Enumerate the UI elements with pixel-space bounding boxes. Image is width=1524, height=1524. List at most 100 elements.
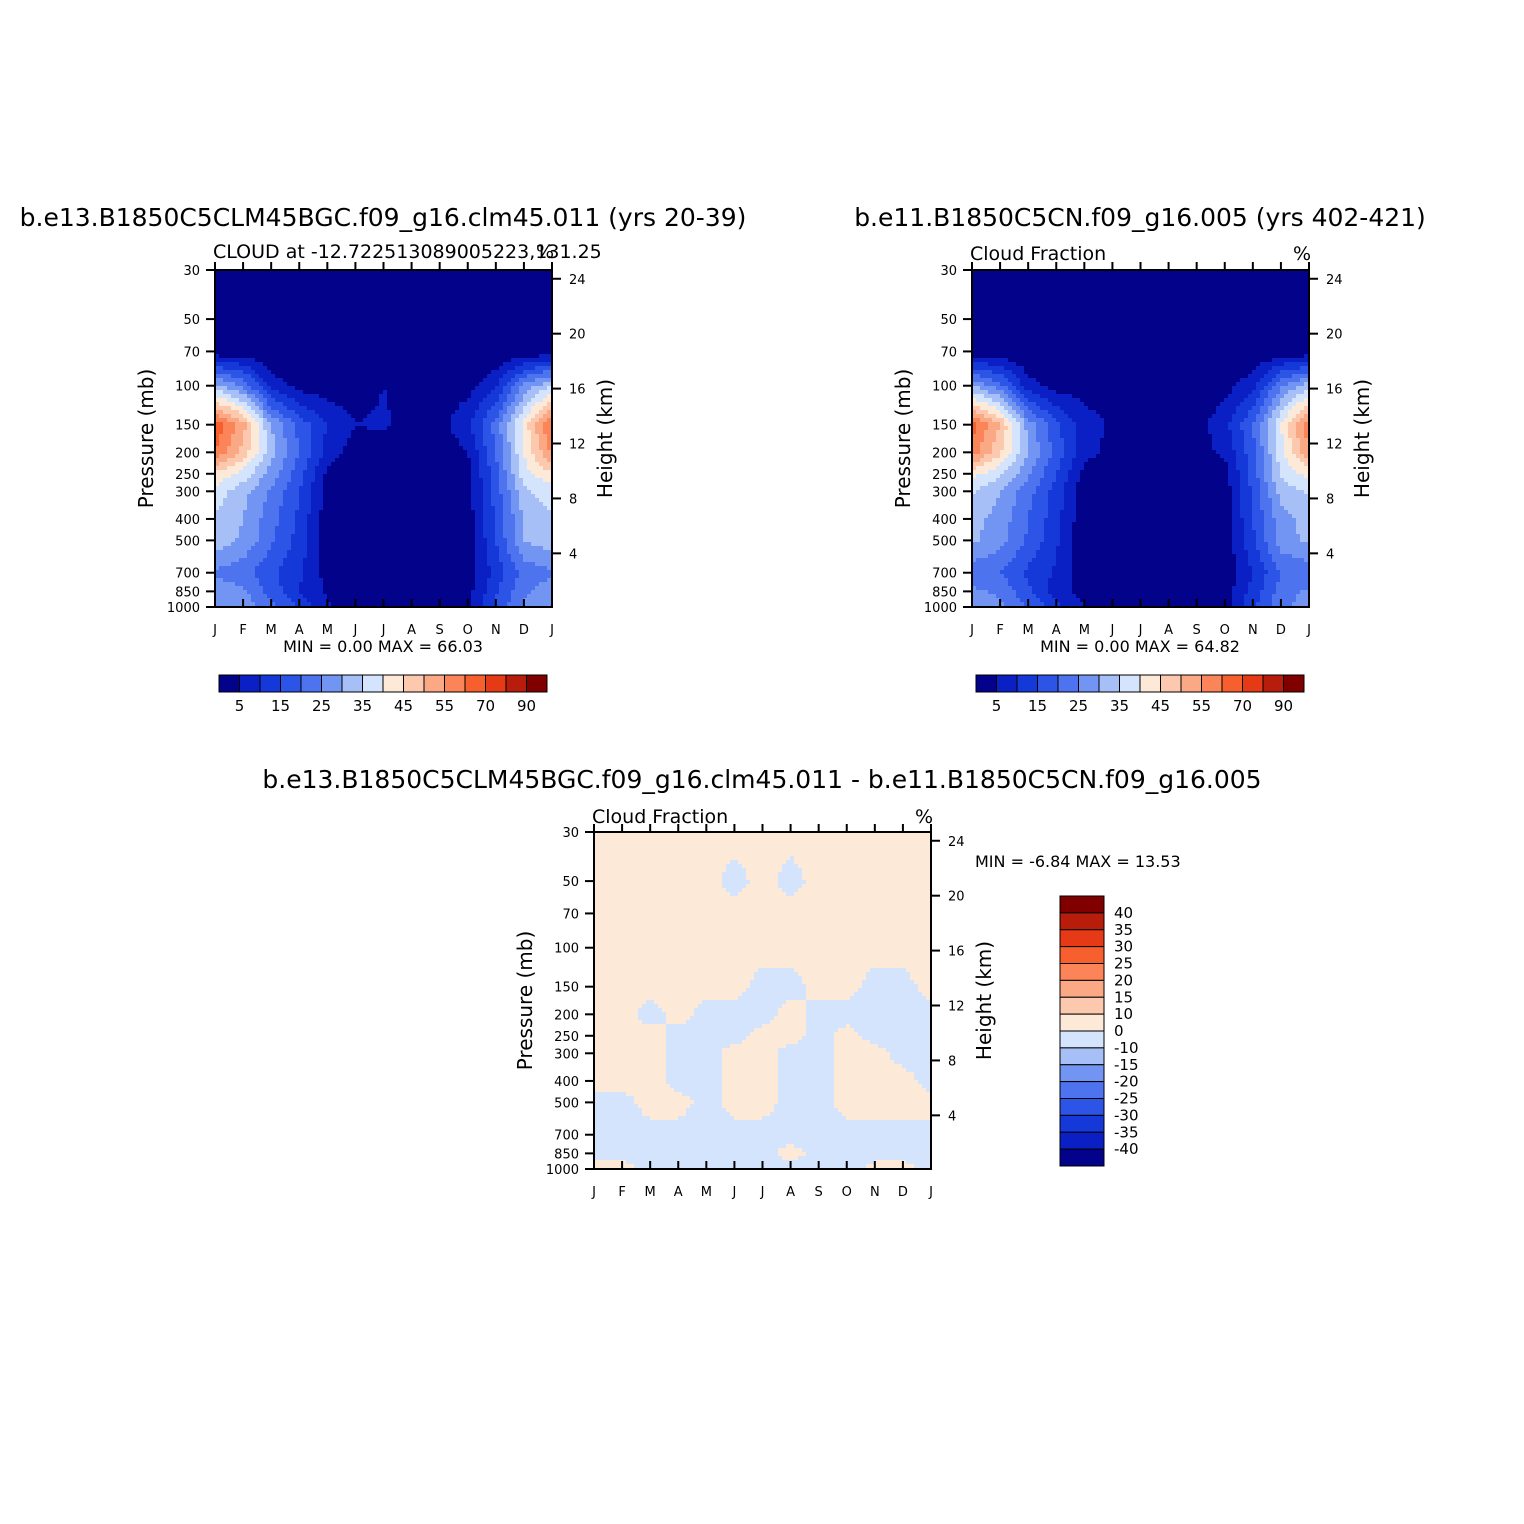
heatmap-cell xyxy=(499,382,504,387)
heatmap-cell xyxy=(291,406,296,411)
heatmap-cell xyxy=(311,310,316,315)
heatmap-cell xyxy=(519,334,524,339)
heatmap-cell xyxy=(411,458,416,463)
heatmap-cell xyxy=(467,402,472,407)
heatmap-cell xyxy=(287,374,292,379)
heatmap-cell xyxy=(547,454,552,459)
heatmap-cell xyxy=(287,326,292,331)
heatmap-cell xyxy=(479,290,484,295)
heatmap-cell xyxy=(431,370,436,375)
heatmap-cell xyxy=(275,462,280,467)
heatmap-cell xyxy=(271,466,276,471)
heatmap-cell xyxy=(331,498,336,503)
heatmap-cell xyxy=(295,314,300,319)
heatmap-cell xyxy=(487,466,492,471)
heatmap-cell xyxy=(495,402,500,407)
heatmap-cell xyxy=(323,318,328,323)
heatmap-cell xyxy=(255,482,260,487)
heatmap-cell xyxy=(443,314,448,319)
heatmap-cell xyxy=(287,454,292,459)
heatmap-cell xyxy=(239,314,244,319)
heatmap-cell xyxy=(359,478,364,483)
heatmap-cell xyxy=(443,426,448,431)
heatmap-cell xyxy=(471,390,476,395)
heatmap-cell xyxy=(415,358,420,363)
heatmap-cell xyxy=(543,402,548,407)
heatmap-cell xyxy=(427,378,432,383)
heatmap-cell xyxy=(347,326,352,331)
heatmap-cell xyxy=(543,442,548,447)
heatmap-cell xyxy=(347,350,352,355)
heatmap-cell xyxy=(395,390,400,395)
heatmap-cell xyxy=(363,442,368,447)
heatmap-cell xyxy=(463,314,468,319)
heatmap-cell xyxy=(403,474,408,479)
heatmap-cell xyxy=(439,434,444,439)
heatmap-cell xyxy=(223,334,228,339)
heatmap-cell xyxy=(535,422,540,427)
heatmap-cell xyxy=(427,442,432,447)
heatmap-cell xyxy=(475,482,480,487)
heatmap-cell xyxy=(411,282,416,287)
heatmap-cell xyxy=(435,466,440,471)
heatmap-cell xyxy=(515,450,520,455)
heatmap-cell xyxy=(227,310,232,315)
heatmap-cell xyxy=(455,374,460,379)
heatmap-cell xyxy=(467,362,472,367)
heatmap-cell xyxy=(487,326,492,331)
heatmap-cell xyxy=(367,370,372,375)
heatmap-cell xyxy=(463,438,468,443)
heatmap-cell xyxy=(379,470,384,475)
heatmap-cell xyxy=(287,486,292,491)
heatmap-cell xyxy=(315,430,320,435)
heatmap-cell xyxy=(335,370,340,375)
heatmap-cell xyxy=(483,362,488,367)
heatmap-cell xyxy=(363,350,368,355)
heatmap-cell xyxy=(419,366,424,371)
heatmap-cell xyxy=(403,306,408,311)
heatmap-cell xyxy=(383,318,388,323)
heatmap-cell xyxy=(219,442,224,447)
heatmap-cell xyxy=(267,326,272,331)
heatmap-cell xyxy=(363,446,368,451)
heatmap-cell xyxy=(447,334,452,339)
heatmap-cell xyxy=(235,278,240,283)
heatmap-cell xyxy=(459,466,464,471)
heatmap-cell xyxy=(347,494,352,499)
heatmap-cell xyxy=(431,318,436,323)
heatmap-cell xyxy=(467,290,472,295)
heatmap-cell xyxy=(467,470,472,475)
heatmap-cell xyxy=(339,478,344,483)
heatmap-cell xyxy=(487,494,492,499)
heatmap-cell xyxy=(379,274,384,279)
heatmap-cell xyxy=(327,470,332,475)
heatmap-cell xyxy=(347,394,352,399)
heatmap-cell xyxy=(511,270,516,275)
heatmap-cell xyxy=(379,394,384,399)
heatmap-cell xyxy=(483,386,488,391)
heatmap-cell xyxy=(351,306,356,311)
heatmap-cell xyxy=(291,438,296,443)
heatmap-cell xyxy=(215,434,220,439)
heatmap-cell xyxy=(263,370,268,375)
heatmap-cell xyxy=(499,490,504,495)
heatmap-cell xyxy=(283,434,288,439)
heatmap-cell xyxy=(435,462,440,467)
heatmap-cell xyxy=(311,346,316,351)
heatmap-cell xyxy=(327,466,332,471)
heatmap-cell xyxy=(403,286,408,291)
heatmap-cell xyxy=(339,362,344,367)
heatmap-cell xyxy=(359,298,364,303)
heatmap-cell xyxy=(303,278,308,283)
heatmap-cell xyxy=(507,498,512,503)
heatmap-cell xyxy=(507,470,512,475)
heatmap-cell xyxy=(283,274,288,279)
heatmap-cell xyxy=(355,298,360,303)
heatmap-cell xyxy=(507,462,512,467)
heatmap-cell xyxy=(219,494,224,499)
heatmap-cell xyxy=(467,442,472,447)
heatmap-cell xyxy=(319,374,324,379)
heatmap-cell xyxy=(431,390,436,395)
heatmap-cell xyxy=(263,374,268,379)
heatmap-cell xyxy=(427,494,432,499)
